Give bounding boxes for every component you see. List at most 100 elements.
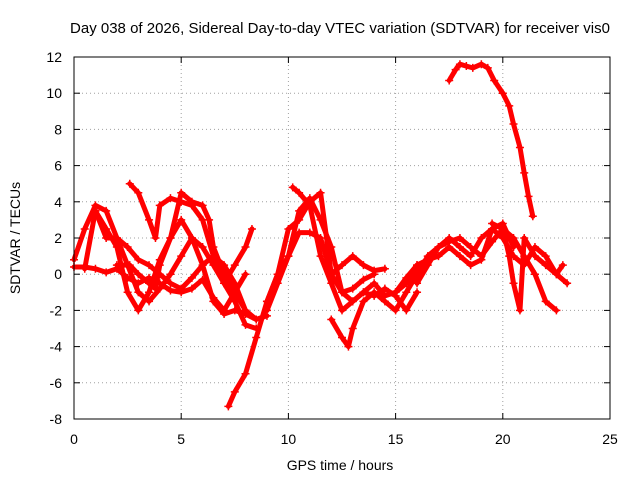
data-point <box>102 268 111 277</box>
data-point <box>102 206 111 215</box>
data-point <box>316 252 325 261</box>
data-point <box>498 89 507 98</box>
data-point <box>359 275 368 284</box>
data-point <box>230 261 239 270</box>
x-tick-labels: 0 5 10 15 20 25 <box>70 431 618 447</box>
data-point <box>327 279 336 288</box>
data-point <box>134 255 143 264</box>
data-point <box>177 215 186 224</box>
data-point <box>520 168 529 177</box>
y-tick-label: 6 <box>54 158 62 174</box>
data-point <box>241 369 250 378</box>
data-point <box>530 270 539 279</box>
data-point <box>563 279 572 288</box>
data-point <box>509 119 518 128</box>
data-point <box>284 224 293 233</box>
data-point <box>327 243 336 252</box>
data-point <box>252 315 261 324</box>
data-point <box>413 288 422 297</box>
series-trace-14 <box>489 221 566 313</box>
data-point <box>112 261 121 270</box>
data-point <box>541 297 550 306</box>
data-point <box>413 261 422 270</box>
data-point <box>488 219 497 228</box>
data-point <box>198 201 207 210</box>
data-point <box>558 261 567 270</box>
x-tick-label: 0 <box>70 431 78 447</box>
data-point <box>198 275 207 284</box>
data-point <box>284 252 293 261</box>
x-axis-label: GPS time / hours <box>287 457 394 473</box>
data-point <box>434 243 443 252</box>
data-point <box>451 65 460 74</box>
data-point <box>125 179 134 188</box>
data-point <box>359 288 368 297</box>
data-point <box>205 215 214 224</box>
data-point <box>455 243 464 252</box>
x-tick-label: 5 <box>177 431 185 447</box>
y-tick-labels: -8 -6 -4 -2 0 2 4 6 8 10 12 <box>46 49 62 427</box>
data-point <box>505 252 514 261</box>
data-point <box>134 279 143 288</box>
data-point <box>230 288 239 297</box>
data-point <box>488 237 497 246</box>
series-trace-15 <box>446 61 536 219</box>
data-point <box>187 197 196 206</box>
data-point <box>102 234 111 242</box>
data-point <box>247 224 256 233</box>
y-tick-label: 0 <box>54 266 62 282</box>
data-point <box>515 143 524 152</box>
data-point <box>198 243 207 252</box>
data-point <box>468 63 477 72</box>
data-point <box>187 273 196 282</box>
data-point <box>305 194 314 203</box>
data-point <box>230 387 239 396</box>
data-point <box>166 194 175 203</box>
data-point <box>145 261 154 270</box>
y-tick-label: -8 <box>50 411 63 427</box>
data-point <box>466 261 475 270</box>
data-point <box>338 288 346 297</box>
data-point <box>224 402 233 411</box>
data-point <box>155 261 164 270</box>
data-point <box>498 224 507 233</box>
data-point <box>509 279 518 288</box>
data-point <box>541 261 550 270</box>
data-point <box>477 60 486 69</box>
data-point <box>490 76 499 85</box>
data-point <box>80 224 89 233</box>
data-point <box>295 188 304 197</box>
data-point <box>477 252 486 261</box>
data-point <box>220 270 229 279</box>
data-point <box>413 279 422 288</box>
chart-title: Day 038 of 2026, Sidereal Day-to-day VTE… <box>70 20 610 37</box>
data-point <box>145 288 154 297</box>
data-point <box>134 288 143 297</box>
data-point <box>505 101 514 110</box>
y-axis-label: SDTVAR / TECUs <box>7 182 23 294</box>
y-tick-label: 4 <box>54 194 62 210</box>
data-point <box>483 63 492 72</box>
data-point <box>402 288 411 297</box>
series-trace-13 <box>414 226 559 313</box>
data-point <box>509 234 518 242</box>
data-point <box>455 252 464 261</box>
data-point <box>402 279 411 288</box>
data-point <box>134 188 143 197</box>
data-point <box>220 306 229 315</box>
data-point <box>262 306 271 315</box>
data-point <box>462 62 471 71</box>
data-point <box>123 243 132 252</box>
data-point <box>402 306 411 315</box>
data-point <box>134 306 143 315</box>
data-point <box>370 279 379 288</box>
data-point <box>391 306 400 315</box>
data-point <box>166 286 175 295</box>
data-point <box>391 288 400 297</box>
data-point <box>241 306 250 315</box>
data-point <box>515 306 524 315</box>
data-point <box>166 234 175 242</box>
data-point <box>338 306 346 315</box>
data-point <box>455 234 464 242</box>
y-tick-label: -6 <box>50 375 63 391</box>
